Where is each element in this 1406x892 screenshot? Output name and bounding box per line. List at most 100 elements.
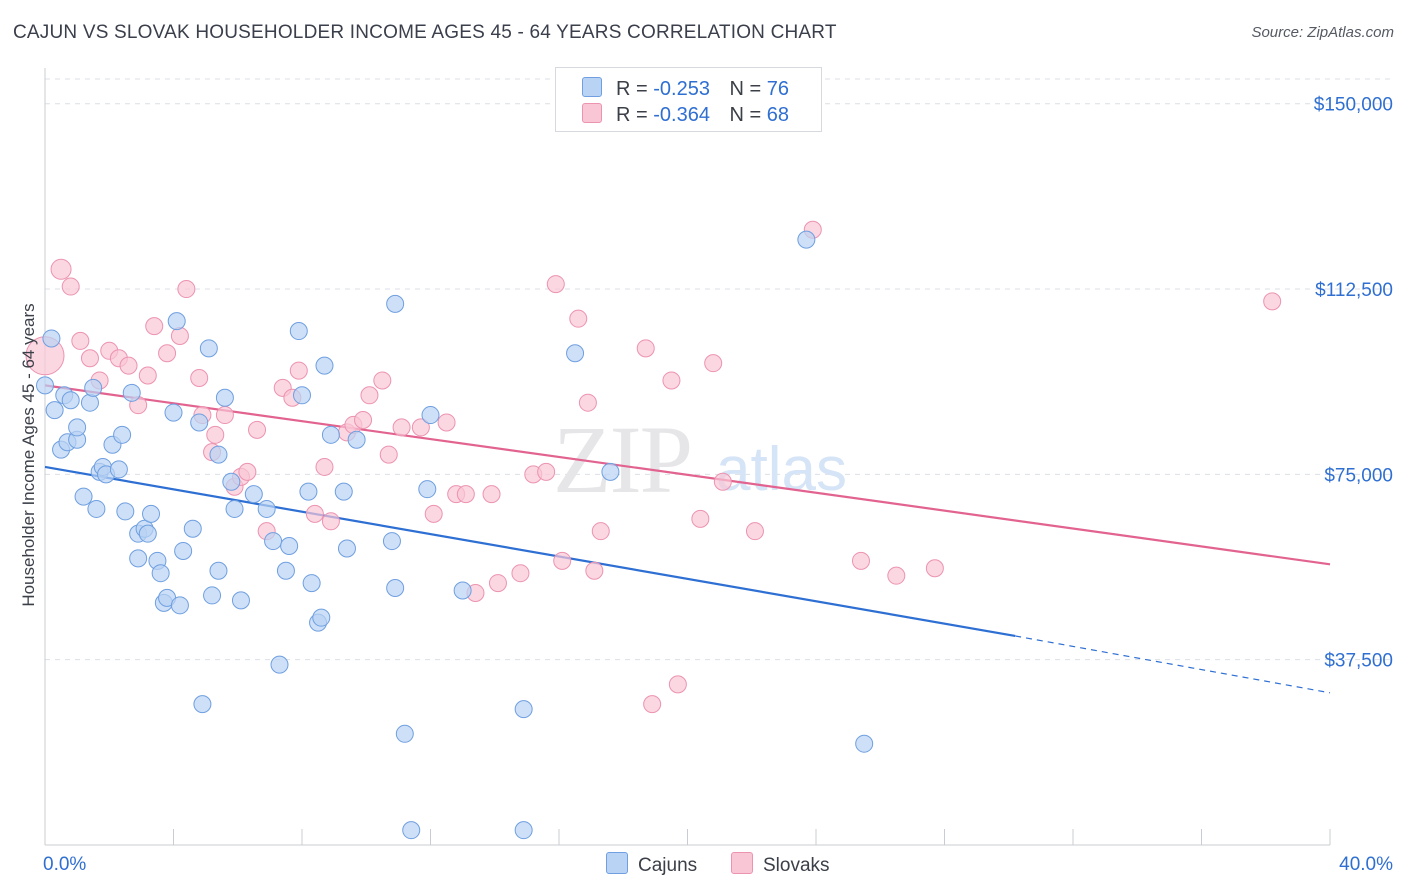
cajun-point (74, 487, 93, 506)
slovak-point (80, 349, 99, 368)
bottom-legend-slovaks: Slovaks (731, 852, 830, 877)
correlation-legend: R = -0.253 N = 76 R = -0.364 N = 68 (555, 67, 822, 132)
cajun-point (395, 724, 414, 743)
y-tick-label: $75,000 (1324, 465, 1393, 486)
cajun-point (193, 695, 212, 714)
slovak-point (71, 331, 90, 350)
cajun-point (170, 596, 189, 615)
cajun-point (797, 230, 816, 249)
slovak-point (578, 393, 597, 412)
slovak-point (61, 277, 80, 296)
slovak-point (411, 418, 430, 437)
bottom-legend-cajuns-label: Cajuns (638, 855, 698, 876)
slovak-point (248, 420, 267, 439)
cajun-point (514, 700, 533, 719)
cajun-point (270, 655, 289, 674)
cajun-point (421, 406, 440, 425)
slovak-point (662, 371, 681, 390)
cajun-swatch (606, 852, 628, 874)
slovak-point (569, 309, 588, 328)
cajun-point (203, 586, 222, 605)
tick-labels: $37,500 $75,000 $112,500 $150,000 0.0% 40.0% (43, 95, 1393, 875)
legend-n-value: 76 (766, 78, 790, 100)
cajun-point (68, 418, 87, 437)
cajun-point (183, 519, 202, 538)
cajun-point (42, 329, 61, 348)
slovak-point (851, 551, 870, 570)
y-axis-label: Householder Income Ages 45 - 64 years (19, 303, 38, 606)
cajun-point (138, 524, 157, 543)
legend-n-label: N = (729, 104, 762, 126)
legend-r-label: R = (616, 78, 648, 100)
cajun-point (453, 581, 472, 600)
slovak-swatch (731, 852, 753, 874)
slovak-point (145, 317, 164, 336)
cajun-point (225, 499, 244, 518)
slovak-point (360, 386, 379, 405)
y-tick-label: $37,500 (1324, 651, 1393, 672)
cajun-point (418, 480, 437, 499)
slovak-point (537, 462, 556, 481)
slovak-point (553, 551, 572, 570)
legend-r-value: -0.253 (653, 78, 710, 100)
cajun-point (514, 821, 533, 840)
y-tick-label: $150,000 (1314, 95, 1393, 116)
cajun-point (315, 356, 334, 375)
chart-title: CAJUN VS SLOVAK HOUSEHOLDER INCOME AGES … (13, 22, 837, 43)
cajun-point (87, 499, 106, 518)
cajun-point (113, 425, 132, 444)
slovak-point (1263, 292, 1282, 311)
cajun-point (222, 472, 241, 491)
x-tick-label: 0.0% (43, 854, 86, 875)
slovak-point (379, 445, 398, 464)
legend-r-value: -0.364 (653, 104, 710, 126)
slovak-point (456, 485, 475, 504)
slovak-point (643, 695, 662, 714)
cajun-swatch (582, 77, 602, 97)
cajun-point (116, 502, 135, 521)
legend-row-slovaks: R = -0.364 N = 68 (582, 103, 789, 127)
cajun-point (276, 561, 295, 580)
slovak-point (668, 675, 687, 694)
cajun-point (142, 504, 161, 523)
slovak-point (591, 522, 610, 541)
cajun-point (167, 312, 186, 331)
cajun-point (299, 482, 318, 501)
data-points (25, 220, 1282, 840)
slovak-point (177, 280, 196, 299)
slovak-point (289, 361, 308, 380)
cajun-point (337, 539, 356, 558)
cajun-point (289, 322, 308, 341)
cajun-point (347, 430, 366, 449)
axes (44, 68, 1331, 846)
cajun-point (386, 294, 405, 313)
bottom-legend-slovaks-label: Slovaks (763, 855, 830, 876)
cajun-point (122, 383, 141, 402)
cajun-point (382, 532, 401, 551)
slovak-trend-line (44, 384, 1331, 566)
cajun-point (257, 499, 276, 518)
cajun-point (386, 579, 405, 598)
cajun-point (601, 462, 620, 481)
legend-row-cajuns: R = -0.253 N = 76 (582, 77, 789, 101)
cajun-point (174, 541, 193, 560)
cajun-point (45, 401, 64, 420)
slovak-point (713, 472, 732, 491)
slovak-point (170, 326, 189, 345)
slovak-point (745, 522, 764, 541)
slovak-point (424, 504, 443, 523)
y-tick-label: $112,500 (1315, 280, 1393, 301)
cajun-point (80, 393, 99, 412)
cajun-point (855, 734, 874, 753)
slovak-point (354, 410, 373, 429)
cajun-trend-line (44, 465, 1016, 638)
cajun-point (312, 608, 331, 627)
slovak-point (482, 485, 501, 504)
chart-source: Source: ZipAtlas.com (1251, 24, 1394, 41)
cajun-point (61, 391, 80, 410)
slovak-point (158, 344, 177, 363)
gridlines (45, 78, 1395, 661)
cajun-point (209, 445, 228, 464)
slovak-point (691, 509, 710, 528)
